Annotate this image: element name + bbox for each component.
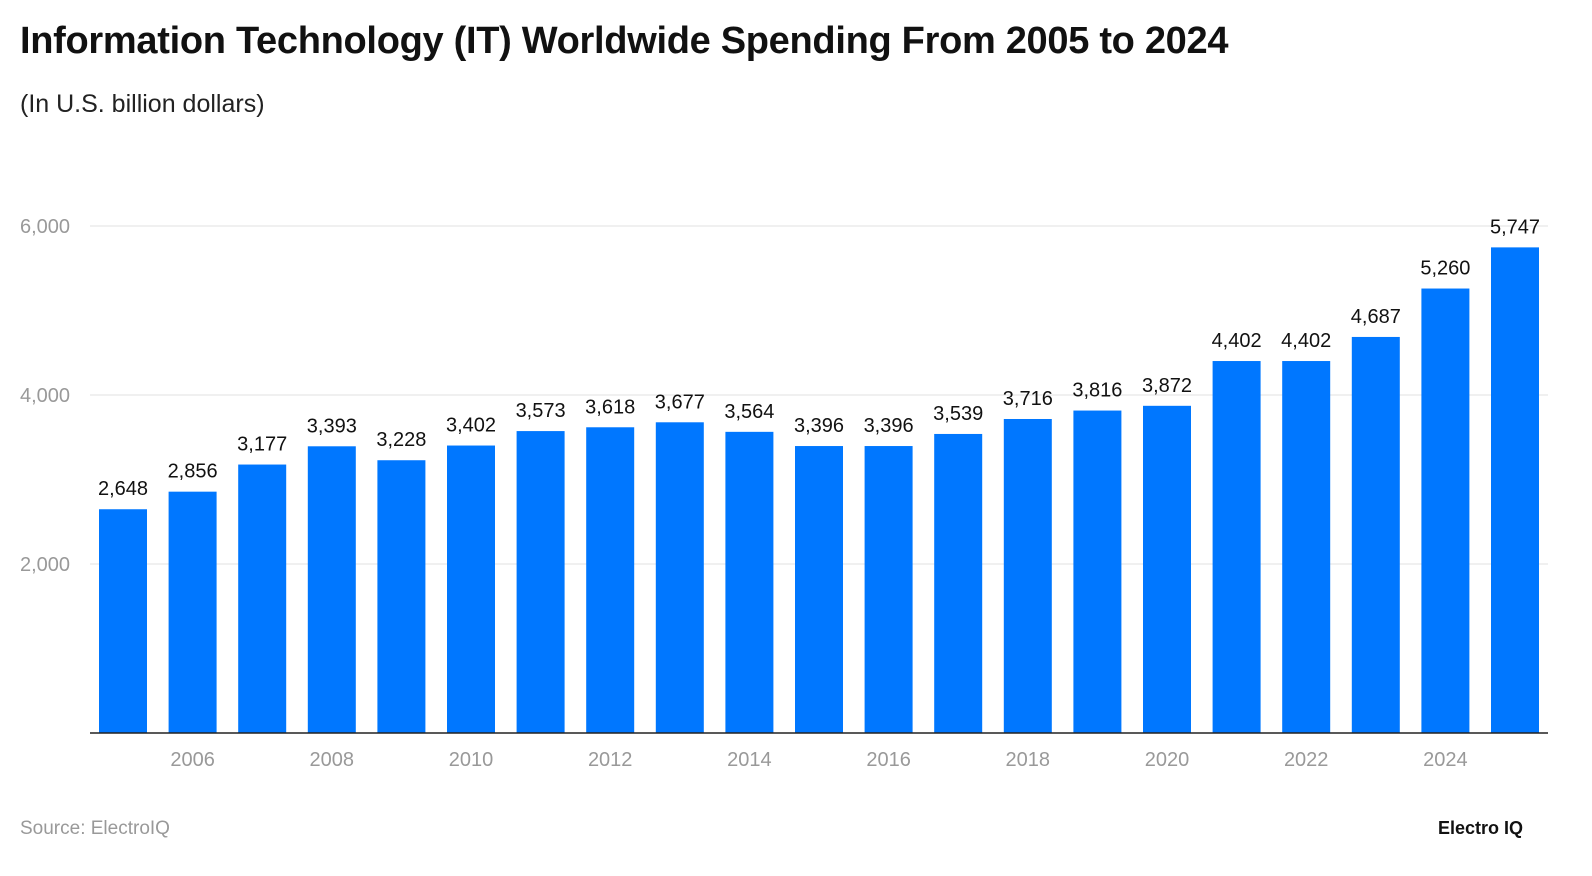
x-tick-label: 2018 xyxy=(1006,749,1051,771)
y-tick-label: 6,000 xyxy=(20,216,70,238)
bar-2019 xyxy=(1073,410,1122,733)
bar-2013 xyxy=(655,422,704,733)
bar-2007 xyxy=(238,464,287,733)
x-tick-label: 2012 xyxy=(588,749,633,771)
bar-2024 xyxy=(1421,288,1470,733)
data-label: 4,402 xyxy=(1281,330,1331,352)
data-label: 3,618 xyxy=(585,396,635,418)
data-label: 2,856 xyxy=(168,461,218,483)
x-tick-label: 2008 xyxy=(310,749,355,771)
data-label: 5,260 xyxy=(1420,258,1470,280)
bar-2009 xyxy=(377,460,426,733)
bar-2021 xyxy=(1212,361,1261,733)
x-tick-label: 2016 xyxy=(866,749,911,771)
bar-2020 xyxy=(1143,405,1191,733)
data-label: 3,177 xyxy=(237,434,287,456)
data-label: 3,393 xyxy=(307,415,357,437)
bar-2016 xyxy=(864,446,913,733)
bar-2012 xyxy=(586,427,635,733)
chart-title: Information Technology (IT) Worldwide Sp… xyxy=(20,20,1229,62)
bar-2023 xyxy=(1351,336,1400,733)
data-label: 4,687 xyxy=(1351,306,1401,328)
data-label: 3,402 xyxy=(446,415,496,437)
x-tick-label: 2014 xyxy=(727,749,772,771)
bar-2008 xyxy=(307,446,356,733)
data-label: 2,648 xyxy=(98,478,148,500)
data-label: 4,402 xyxy=(1212,330,1262,352)
bar-2005 xyxy=(99,509,147,733)
y-tick-label: 4,000 xyxy=(20,385,70,407)
data-label: 5,747 xyxy=(1490,216,1540,238)
electro-iq-logo: Electro IQ xyxy=(1438,818,1524,838)
bar-2014 xyxy=(725,431,774,733)
x-tick-label: 2010 xyxy=(449,749,494,771)
bar-2015 xyxy=(795,446,843,733)
x-tick-label: 2020 xyxy=(1145,749,1190,771)
bar-2022 xyxy=(1282,361,1331,733)
data-label: 3,396 xyxy=(864,415,914,437)
data-label: 3,228 xyxy=(376,429,426,451)
source-note: Source: ElectroIQ xyxy=(20,818,170,839)
bar-2017 xyxy=(934,433,983,733)
data-label: 3,872 xyxy=(1142,375,1192,397)
chart-subtitle: (In U.S. billion dollars) xyxy=(20,90,265,118)
data-label: 3,564 xyxy=(724,401,774,423)
data-label: 3,716 xyxy=(1003,388,1053,410)
data-label: 3,677 xyxy=(655,391,705,413)
bar-2010 xyxy=(447,445,495,733)
x-tick-label: 2024 xyxy=(1423,749,1468,771)
bar-2018 xyxy=(1003,418,1052,733)
data-label: 3,573 xyxy=(516,400,566,422)
y-tick-label: 2,000 xyxy=(20,554,70,576)
x-tick-label: 2006 xyxy=(170,749,215,771)
data-label: 3,539 xyxy=(933,403,983,425)
bar-2006 xyxy=(168,491,217,733)
data-label: 3,816 xyxy=(1072,380,1122,402)
bar-2025 xyxy=(1491,247,1539,734)
data-label: 3,396 xyxy=(794,415,844,437)
x-tick-label: 2022 xyxy=(1284,749,1329,771)
bar-2011 xyxy=(516,431,565,733)
